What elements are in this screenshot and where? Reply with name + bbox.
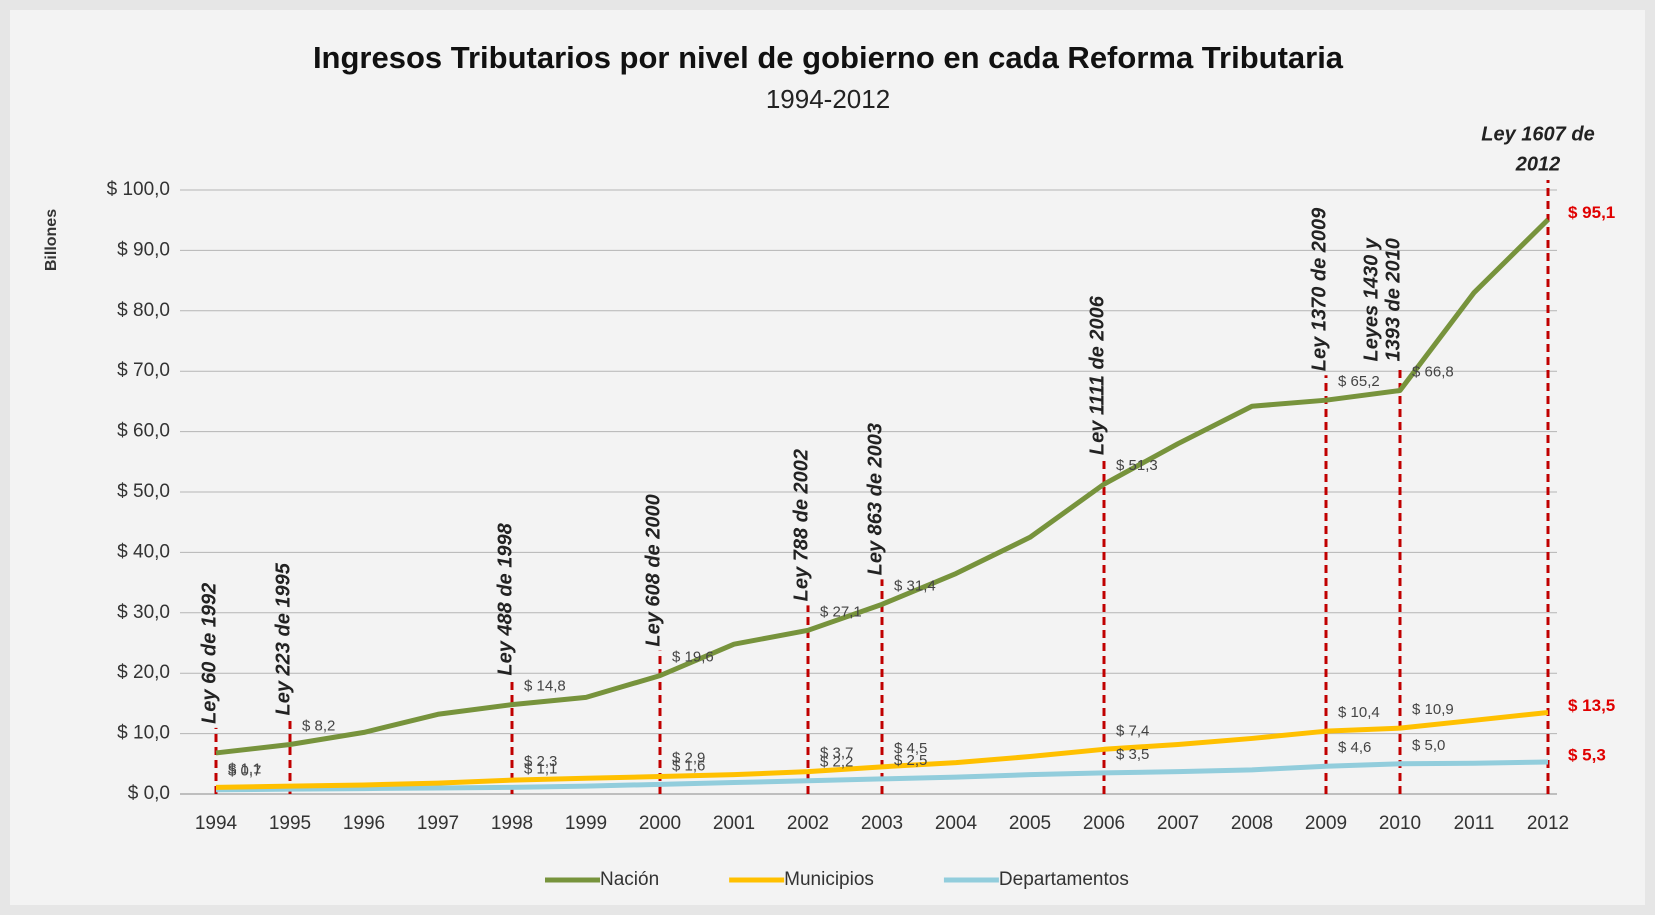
law-label: Ley 1370 de 2009: [1308, 207, 1330, 371]
value-label: $ 2,3: [524, 753, 557, 770]
x-tick-label: 2010: [1379, 813, 1421, 834]
value-label: $ 7,4: [1116, 722, 1149, 739]
x-tick-label: 2012: [1527, 813, 1569, 834]
value-label: $ 0,7: [228, 763, 261, 780]
value-label: $ 13,5: [1568, 696, 1615, 715]
y-tick-label: $ 70,0: [117, 360, 170, 381]
value-label: $ 5,3: [1568, 745, 1606, 764]
value-label: $ 95,1: [1568, 203, 1615, 222]
value-label: $ 1,1: [524, 760, 557, 777]
value-label: $ 65,2: [1338, 373, 1380, 390]
x-tick-label: 2006: [1083, 813, 1125, 834]
value-label: $ 5,0: [1412, 737, 1445, 754]
y-tick-label: $ 40,0: [117, 541, 170, 562]
x-tick-label: 1998: [491, 813, 533, 834]
value-label: $ 2,2: [820, 754, 853, 771]
value-label: $ 31,4: [894, 577, 936, 594]
law-label: Ley 608 de 2000: [642, 494, 664, 646]
value-label: $ 19,6: [672, 649, 714, 666]
law-label: Leyes 1430 y: [1360, 237, 1382, 361]
value-label: $ 2,5: [894, 752, 927, 769]
value-label: $ 66,8: [1412, 363, 1454, 380]
value-label: $ 1,6: [672, 757, 705, 774]
law-label: Ley 488 de 1998: [494, 522, 516, 675]
law-label: Ley 1111 de 2006: [1086, 295, 1108, 455]
value-label: $ 8,2: [302, 717, 335, 734]
value-label: $ 14,8: [524, 678, 566, 695]
x-tick-label: 2007: [1157, 813, 1199, 834]
series-line: [215, 759, 1549, 793]
x-tick-label: 1995: [269, 813, 311, 834]
chart-background: [10, 10, 1645, 905]
y-tick-label: $ 80,0: [117, 300, 170, 321]
y-tick-label: $ 50,0: [117, 481, 170, 502]
legend-label: Departamentos: [999, 869, 1129, 890]
x-tick-label: 2005: [1009, 813, 1051, 834]
y-tick-label: $ 0,0: [128, 783, 170, 804]
value-label: $ 2,9: [672, 749, 705, 766]
value-label: $ 4,6: [1338, 739, 1371, 756]
x-tick-label: 1994: [195, 813, 238, 834]
value-label: $ 4,5: [894, 740, 927, 757]
y-tick-label: $ 10,0: [117, 723, 170, 744]
legend-label: Municipios: [784, 869, 874, 890]
law-label: Ley 863 de 2003: [864, 423, 886, 575]
law-label: 2012: [1515, 153, 1561, 175]
chart-title: Ingresos Tributarios por nivel de gobier…: [313, 40, 1344, 75]
x-tick-label: 2002: [787, 813, 829, 834]
value-label: $ 27,1: [820, 603, 862, 620]
x-tick-label: 2000: [639, 813, 681, 834]
series-line: [215, 217, 1550, 756]
x-tick-label: 2008: [1231, 813, 1273, 834]
x-tick-label: 2001: [713, 813, 755, 834]
value-label: $ 10,4: [1338, 704, 1380, 721]
x-tick-label: 1997: [417, 813, 459, 834]
x-tick-label: 1999: [565, 813, 607, 834]
law-label: Ley 223 de 1995: [272, 562, 294, 715]
chart-subtitle: 1994-2012: [766, 84, 890, 114]
x-tick-label: 2011: [1454, 813, 1495, 834]
x-tick-label: 2009: [1305, 813, 1347, 834]
law-label: Ley 788 de 2002: [790, 449, 812, 601]
x-tick-label: 1996: [343, 813, 385, 834]
x-tick-label: 2004: [935, 813, 978, 834]
y-tick-label: $ 90,0: [117, 239, 170, 260]
legend-label: Nación: [600, 869, 659, 890]
value-label: $ 10,9: [1412, 701, 1454, 718]
y-tick-label: $ 30,0: [117, 602, 170, 623]
value-label: $ 1,1: [228, 760, 261, 777]
value-label: $ 3,7: [820, 745, 853, 762]
y-tick-label: $ 20,0: [117, 662, 170, 683]
law-label: Ley 1607 de: [1481, 123, 1594, 145]
y-axis-label: Billones: [43, 209, 60, 271]
value-label: $ 51,3: [1116, 457, 1158, 474]
value-label: $ 3,5: [1116, 746, 1149, 763]
y-tick-label: $ 60,0: [117, 421, 170, 442]
law-label: Ley 60 de 1992: [198, 583, 220, 724]
x-tick-label: 2003: [861, 813, 903, 834]
law-label: 1393 de 2010: [1382, 238, 1404, 361]
y-tick-label: $ 100,0: [107, 179, 170, 200]
series-line: [215, 709, 1549, 790]
